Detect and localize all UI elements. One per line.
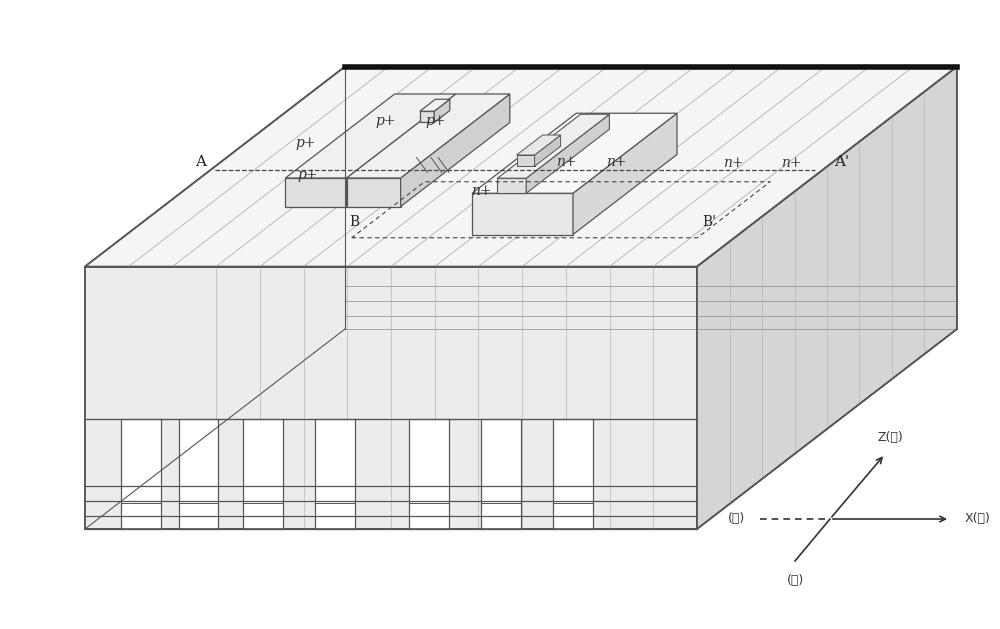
Text: B': B' [702, 214, 716, 229]
Polygon shape [243, 419, 283, 529]
Polygon shape [472, 193, 573, 235]
Text: A: A [195, 155, 206, 169]
Polygon shape [472, 113, 677, 193]
Text: n+: n+ [606, 155, 627, 169]
Polygon shape [517, 135, 561, 155]
Polygon shape [553, 419, 593, 529]
Polygon shape [481, 419, 521, 529]
Text: (下): (下) [786, 574, 804, 587]
Polygon shape [401, 94, 510, 206]
Polygon shape [497, 114, 609, 178]
Polygon shape [315, 419, 355, 529]
Polygon shape [697, 67, 957, 529]
Polygon shape [347, 178, 401, 206]
Polygon shape [85, 267, 697, 529]
Text: n+: n+ [471, 184, 491, 198]
Polygon shape [526, 114, 609, 193]
Text: p+: p+ [426, 114, 446, 128]
Polygon shape [409, 419, 449, 529]
Polygon shape [420, 111, 434, 123]
Text: X(右): X(右) [965, 513, 991, 525]
Polygon shape [347, 94, 510, 178]
Text: Z(上): Z(上) [877, 431, 903, 444]
Polygon shape [517, 155, 535, 166]
Text: (左): (左) [728, 513, 745, 525]
Text: n+: n+ [556, 155, 576, 169]
Polygon shape [85, 67, 957, 267]
Polygon shape [420, 99, 450, 111]
Polygon shape [497, 178, 526, 193]
Polygon shape [285, 178, 347, 206]
Text: p+: p+ [297, 168, 318, 182]
Text: B: B [349, 214, 359, 229]
Text: p+: p+ [375, 114, 396, 128]
Text: p+: p+ [296, 136, 316, 150]
Polygon shape [573, 113, 677, 235]
Text: n+: n+ [781, 156, 801, 170]
Text: A': A' [834, 155, 849, 169]
Polygon shape [535, 135, 561, 166]
Polygon shape [285, 94, 456, 178]
Text: n+: n+ [723, 156, 744, 170]
Polygon shape [179, 419, 218, 529]
Polygon shape [347, 94, 456, 206]
Polygon shape [121, 419, 161, 529]
Polygon shape [434, 99, 450, 123]
